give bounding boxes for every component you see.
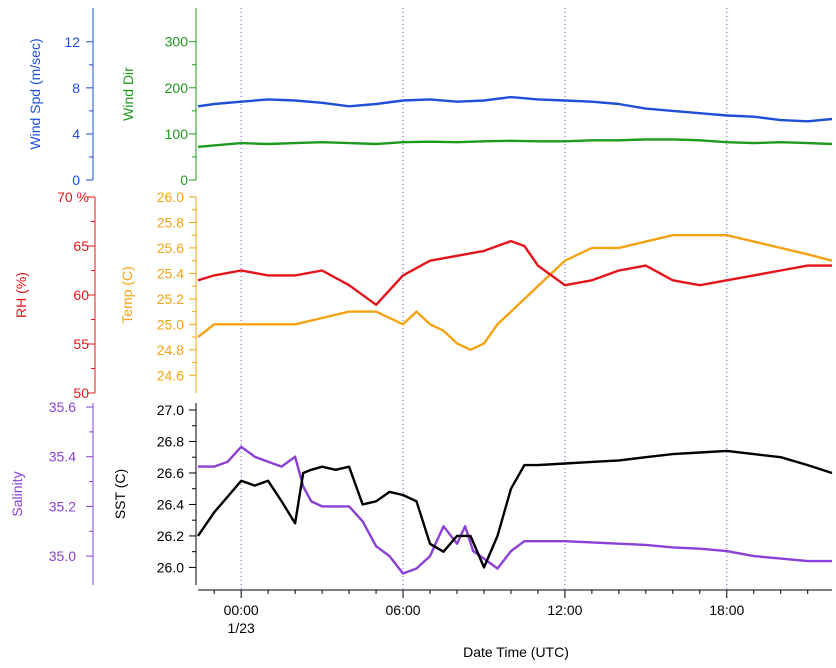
y-tick-label: 24.6 [157, 367, 184, 383]
y-tick-label: 0 [72, 172, 80, 188]
y-tick-label: 25.0 [157, 316, 184, 332]
y-axis-title: RH (%) [13, 272, 29, 318]
y-tick-label: 65 [73, 238, 89, 254]
y-tick-label: 26.0 [157, 559, 184, 575]
x-axis: 00:00 06:00 12:00 18:00 1/23 Date Time (UTC) [198, 589, 832, 660]
y-tick-label: 26.4 [157, 496, 184, 512]
y-tick-label: 4 [72, 126, 80, 142]
y-axis-title: Wind Spd (m/sec) [27, 38, 43, 149]
series-line-0-0 [197, 138, 833, 148]
y-axis-title: Salinity [9, 471, 25, 516]
y-axis-2-1: 26.0 26.2 26.4 26.6 26.8 27.0 SST (C) [112, 402, 197, 585]
wind-panel: 0 4 8 12 Wind Spd (m/sec) 0 100 200 300 Wind Dir [27, 8, 833, 188]
y-tick-label: 200 [165, 80, 189, 96]
y-tick-label: 50 [73, 385, 89, 401]
y-tick-label: 55 [73, 336, 89, 352]
x-date-label: 1/23 [228, 620, 255, 636]
y-axis-title: Wind Dir [120, 67, 136, 121]
y-tick-label: 12 [64, 34, 80, 50]
y-axis-0-1: 0 100 200 300 Wind Dir [120, 8, 197, 188]
x-axis-title: Date Time (UTC) [463, 644, 569, 660]
y-tick-label: 70 % [57, 189, 89, 205]
series-line-2-1 [197, 449, 833, 569]
y-tick-label: 100 [165, 126, 189, 142]
x-tick-label: 06:00 [386, 602, 421, 618]
y-tick-label: 35.2 [49, 498, 76, 514]
series-line-1-1 [197, 239, 832, 306]
y-tick-label: 35.0 [49, 548, 76, 564]
y-axis-0-0: 0 4 8 12 Wind Spd (m/sec) [27, 8, 94, 188]
humidity-temp-panel: 50 55 60 65 70 % RH (%) 24.6 24.8 25.0 25.2 25.4 25… [13, 189, 833, 401]
y-tick-label: 26.2 [157, 528, 184, 544]
series-line-1-0 [197, 233, 833, 351]
y-tick-label: 26.6 [157, 465, 184, 481]
x-tick-label: 00:00 [224, 602, 259, 618]
y-tick-label: 35.4 [49, 449, 76, 465]
y-tick-label: 27.0 [157, 402, 184, 418]
y-axis-title: Temp (C) [119, 266, 135, 324]
y-tick-label: 26.0 [157, 189, 184, 205]
y-tick-label: 35.6 [49, 399, 76, 415]
series-line-2-0 [198, 445, 832, 575]
y-tick-label: 25.2 [157, 291, 184, 307]
ocean-panel: 35.0 35.2 35.4 35.6 Salinity 26.0 26.2 26.4 26.6… [9, 399, 833, 585]
x-tick-label: 18:00 [709, 602, 744, 618]
y-tick-label: 25.8 [157, 214, 184, 230]
x-tick-label: 12:00 [547, 602, 582, 618]
y-tick-label: 25.6 [157, 240, 184, 256]
y-tick-label: 25.4 [157, 265, 184, 281]
y-tick-label: 60 [73, 287, 89, 303]
y-axis-1-0: 50 55 60 65 70 % RH (%) [13, 189, 96, 401]
y-tick-label: 300 [165, 34, 189, 50]
y-axis-2-0: 35.0 35.2 35.4 35.6 Salinity [9, 399, 94, 585]
y-tick-label: 24.8 [157, 342, 184, 358]
y-axis-title: SST (C) [112, 469, 128, 519]
y-tick-label: 26.8 [157, 433, 184, 449]
grid-lines [240, 8, 728, 590]
series-line-0-1 [197, 95, 833, 123]
y-axis-1-1: 24.6 24.8 25.0 25.2 25.4 25.6 25.8 26.0 Temp (C) [119, 189, 197, 393]
y-tick-label: 0 [180, 172, 188, 188]
y-tick-label: 8 [72, 80, 80, 96]
